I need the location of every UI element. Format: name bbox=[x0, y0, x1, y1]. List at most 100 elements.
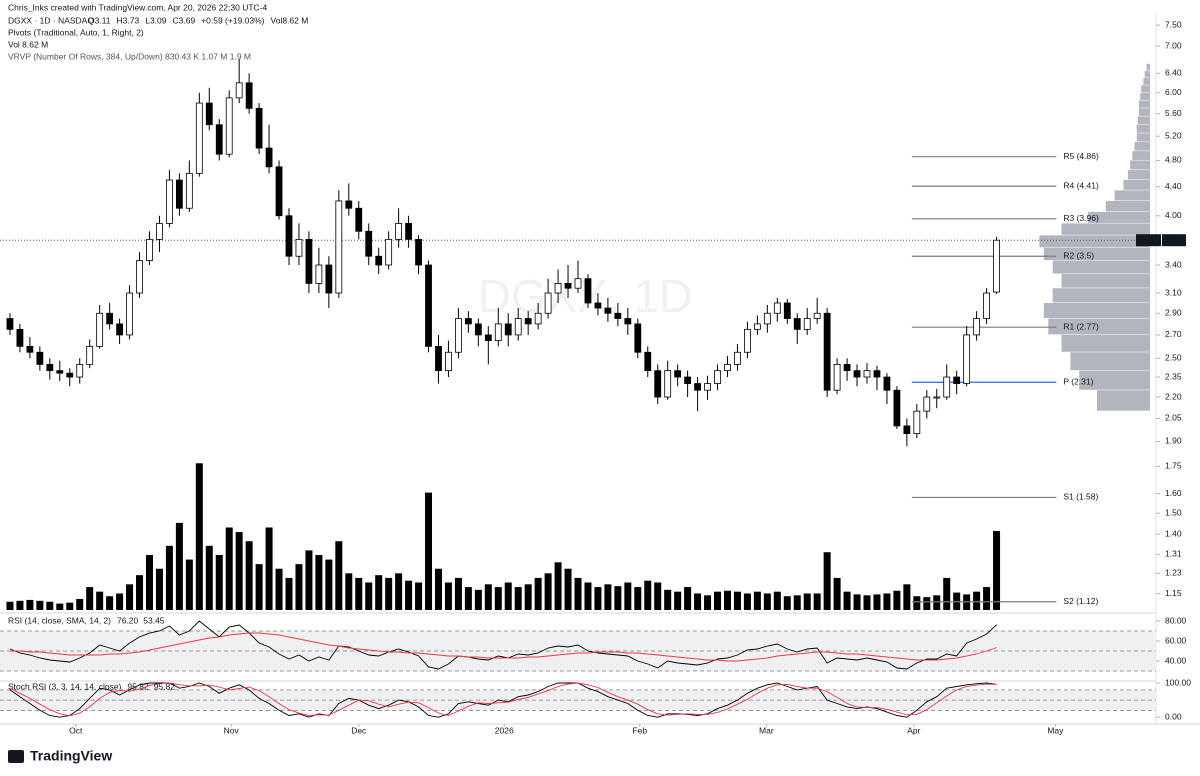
volume-bar bbox=[16, 600, 24, 610]
volume-bar bbox=[195, 463, 203, 610]
candle-body bbox=[66, 372, 74, 378]
volume-bar bbox=[205, 545, 213, 610]
y-tick-label: 1.31 bbox=[1165, 548, 1182, 558]
candle-body bbox=[325, 264, 333, 294]
profile-bar bbox=[1079, 370, 1150, 390]
volume-bar bbox=[434, 568, 442, 610]
credit: Chris_Inks created with TradingView.com,… bbox=[8, 2, 267, 12]
volume-bar bbox=[554, 562, 562, 610]
volume-bar bbox=[654, 582, 662, 610]
volume-bar bbox=[245, 541, 253, 610]
volume-bar bbox=[235, 532, 243, 610]
x-tick-label: Oct bbox=[69, 725, 83, 735]
candle-body bbox=[664, 370, 672, 398]
candle-body bbox=[395, 223, 403, 240]
quote-value: H3.73 bbox=[117, 15, 140, 25]
candle-body bbox=[594, 302, 602, 309]
pivot-label: R3 (3.96) bbox=[1063, 213, 1099, 223]
y-tick-label: 3.10 bbox=[1165, 287, 1182, 297]
x-tick-label: Feb bbox=[632, 725, 647, 735]
profile-bar bbox=[1070, 352, 1150, 371]
volume-bar bbox=[425, 492, 433, 610]
candle-body bbox=[205, 102, 213, 126]
volume-bar bbox=[853, 594, 861, 610]
quote-value: C3.69 bbox=[173, 15, 196, 25]
pivot-label: S1 (1.58) bbox=[1063, 492, 1098, 502]
volume-bar bbox=[793, 595, 801, 610]
candle-body bbox=[973, 318, 981, 336]
profile-bar bbox=[1146, 63, 1150, 71]
volume-bar bbox=[66, 602, 74, 610]
pivot-label: R5 (4.86) bbox=[1063, 151, 1099, 161]
candle-body bbox=[923, 396, 931, 412]
candle-body bbox=[136, 260, 143, 294]
y-tick-label: 80.00 bbox=[1165, 615, 1187, 625]
volume-bar bbox=[524, 584, 532, 610]
indicator-line: VRVP (Number Of Rows, 384, Up/Down) 830.… bbox=[8, 51, 251, 61]
y-tick-label: 2.20 bbox=[1165, 391, 1182, 401]
candle-body bbox=[305, 238, 313, 284]
volume-bar bbox=[594, 587, 602, 610]
candle-body bbox=[544, 292, 552, 314]
candle-body bbox=[185, 172, 193, 209]
profile-bar bbox=[1134, 142, 1150, 151]
y-tick-label: 1.90 bbox=[1165, 436, 1182, 446]
x-tick-label: May bbox=[1047, 725, 1064, 735]
profile-bar bbox=[1105, 200, 1150, 212]
volume-bar bbox=[36, 600, 44, 610]
y-tick-label: 2.35 bbox=[1165, 371, 1182, 381]
candle-body bbox=[375, 255, 383, 266]
volume-bar bbox=[295, 564, 303, 610]
candle-body bbox=[484, 334, 492, 341]
profile-bar bbox=[1061, 223, 1150, 235]
candle-body bbox=[843, 363, 851, 372]
y-tick-label: 7.00 bbox=[1165, 40, 1182, 50]
candle-body bbox=[604, 307, 612, 314]
legend-value: 95.82 bbox=[127, 681, 149, 691]
volume-bar bbox=[395, 573, 403, 610]
pivot-label: R2 (3.5) bbox=[1063, 250, 1094, 260]
profile-bar bbox=[1143, 77, 1150, 85]
candle-body bbox=[684, 376, 692, 384]
volume-bar bbox=[285, 577, 293, 610]
volume-bar bbox=[365, 582, 373, 610]
candle-body bbox=[634, 323, 642, 353]
candle-body bbox=[883, 376, 891, 391]
candle-body bbox=[235, 82, 243, 99]
volume-bar bbox=[355, 577, 363, 610]
volume-bar bbox=[664, 589, 672, 610]
volume-bar bbox=[684, 587, 692, 610]
profile-bar bbox=[1138, 108, 1150, 116]
candle-body bbox=[833, 363, 841, 391]
profile-bar bbox=[1144, 70, 1150, 78]
candle-body bbox=[46, 363, 54, 372]
rsi-title: RSI (14, close, SMA, 14, 2) bbox=[8, 615, 111, 625]
quote-value: Vol8.62 M bbox=[271, 15, 309, 25]
candle-body bbox=[106, 312, 114, 325]
profile-bar bbox=[1096, 390, 1150, 411]
volume-bar bbox=[763, 593, 771, 610]
volume-bar bbox=[694, 593, 702, 610]
candle-body bbox=[315, 264, 323, 284]
volume-bar bbox=[136, 575, 144, 610]
profile-bar bbox=[1141, 85, 1150, 93]
volume-bar bbox=[883, 593, 891, 610]
candle-body bbox=[415, 238, 422, 266]
candle-body bbox=[245, 82, 253, 109]
quote-value: O3.11 bbox=[88, 15, 111, 25]
profile-bar bbox=[1052, 260, 1150, 274]
volume-bar bbox=[265, 527, 273, 610]
candle-body bbox=[345, 200, 353, 209]
volume-bar bbox=[494, 587, 502, 610]
y-tick-label: 3.40 bbox=[1165, 259, 1182, 269]
volume-bar bbox=[574, 577, 582, 610]
volume-bar bbox=[723, 590, 731, 610]
indicator-line: Vol 8.62 M bbox=[8, 39, 48, 49]
candle-body bbox=[126, 292, 133, 336]
candle-body bbox=[365, 230, 373, 257]
candle-body bbox=[753, 323, 761, 330]
pivot-label: R1 (2.77) bbox=[1063, 321, 1099, 331]
volume-bar bbox=[145, 554, 153, 610]
last-price-label: 3.69 bbox=[1166, 234, 1183, 244]
